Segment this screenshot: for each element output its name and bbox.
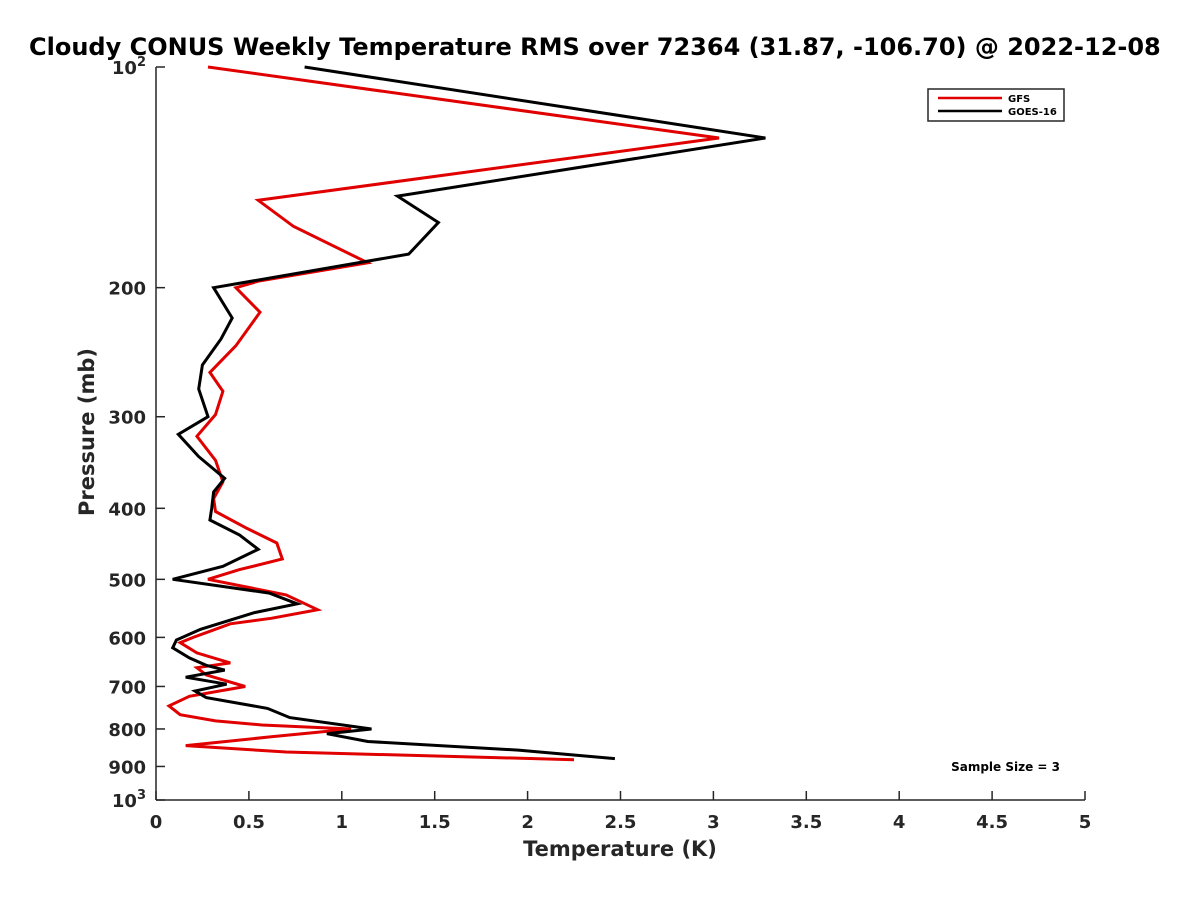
- y-tick-label: 800: [108, 720, 146, 741]
- series-layer: [166, 65, 766, 762]
- x-tick-label: 1: [336, 812, 349, 833]
- plot-area: [155, 67, 1085, 801]
- x-tick-label: 1.5: [419, 812, 451, 833]
- legend-label: GFS: [1008, 94, 1030, 105]
- x-tick-label: 5: [1079, 812, 1092, 833]
- y-tick-label: 700: [108, 677, 146, 698]
- y-axis: 102 200 300 400 500 600 700 800 900 103: [108, 55, 165, 812]
- y-tick-label: 200: [108, 279, 146, 300]
- x-tick-label: 3: [707, 812, 720, 833]
- x-tick-label: 2.5: [605, 812, 637, 833]
- chart-title: Cloudy CONUS Weekly Temperature RMS over…: [29, 33, 1161, 61]
- sample-size-annotation: Sample Size = 3: [951, 760, 1060, 774]
- x-tick-label: 0.5: [233, 812, 265, 833]
- y-axis-label: Pressure (mb): [75, 348, 99, 516]
- y-tick-label: 400: [108, 499, 146, 520]
- series-line-goes-16: [170, 65, 766, 761]
- legend-box: [927, 88, 1065, 122]
- y-tick-label: 103: [112, 788, 146, 812]
- x-tick-label: 0: [150, 812, 163, 833]
- y-tick-label: 300: [108, 408, 146, 429]
- y-tick-label: 600: [108, 628, 146, 649]
- legend-label: GOES-16: [1008, 107, 1057, 118]
- x-axis-label: Temperature (K): [523, 837, 717, 861]
- y-tick-label: 500: [108, 570, 146, 591]
- y-tick-label: 102: [112, 55, 146, 79]
- series-line-gfs: [166, 65, 720, 762]
- x-axis: 0 0.5 1 1.5 2 2.5 3 3.5 4 4.5 5: [150, 791, 1092, 833]
- x-tick-label: 2: [521, 812, 534, 833]
- x-tick-label: 3.5: [790, 812, 822, 833]
- legend: GFS GOES-16: [927, 88, 1065, 122]
- x-tick-label: 4.5: [976, 812, 1008, 833]
- y-tick-label: 900: [108, 757, 146, 778]
- x-tick-label: 4: [893, 812, 906, 833]
